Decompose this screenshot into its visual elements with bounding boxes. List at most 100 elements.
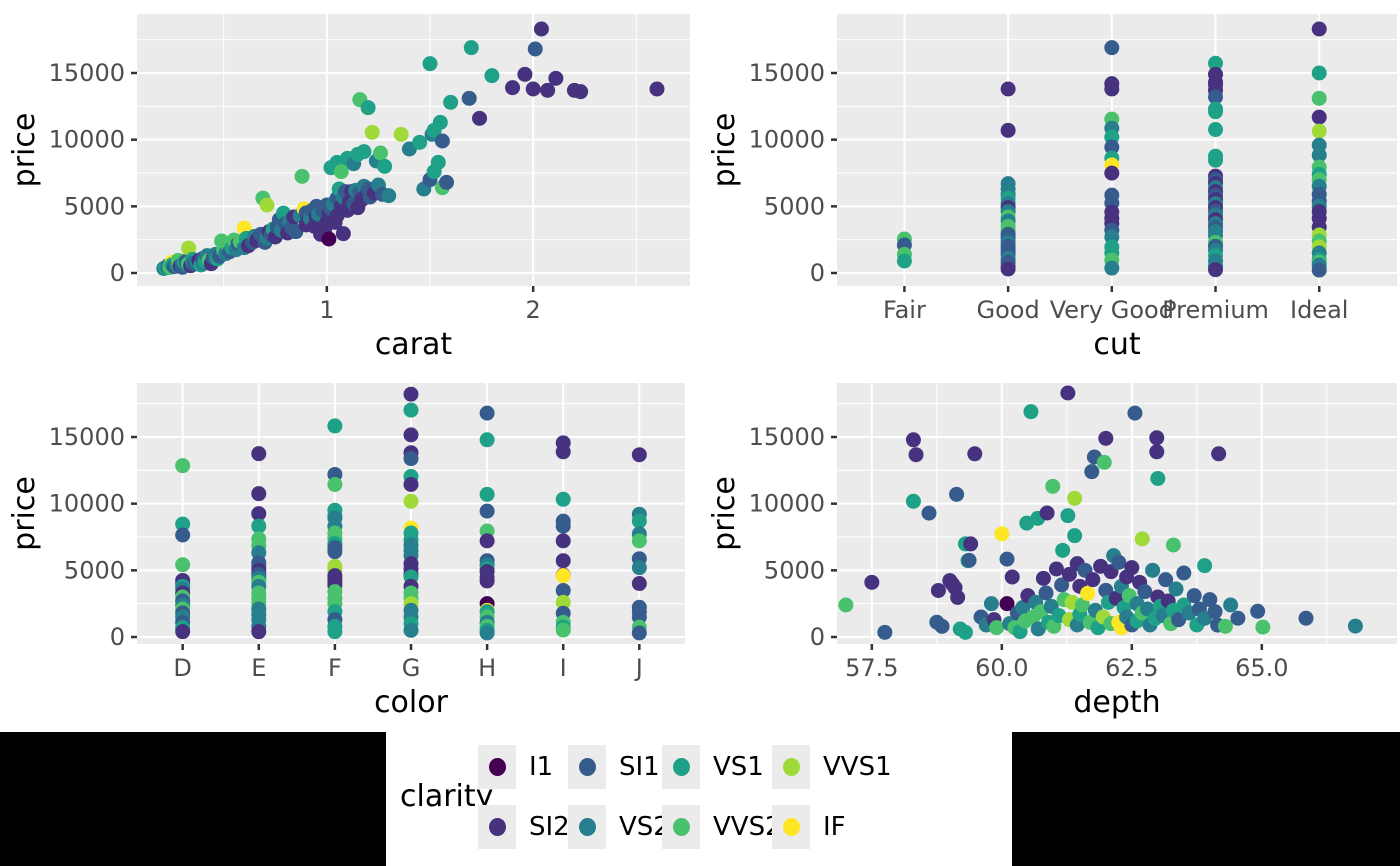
data-point xyxy=(1311,65,1327,81)
x-tick-label: G xyxy=(402,654,421,682)
data-point xyxy=(393,126,409,142)
legend-label-si1: SI1 xyxy=(619,752,660,782)
data-point xyxy=(175,458,191,474)
data-point xyxy=(403,476,419,492)
y-tick-label: 0 xyxy=(110,259,125,287)
data-point xyxy=(949,486,965,502)
data-point xyxy=(1298,610,1314,626)
data-point xyxy=(175,624,191,640)
data-point xyxy=(1098,582,1114,598)
legend-label-vs2: VS2 xyxy=(619,812,670,842)
data-point xyxy=(631,625,647,641)
y-tick-label: 10000 xyxy=(49,126,125,154)
data-point xyxy=(555,444,571,460)
x-tick-label: Good xyxy=(977,296,1040,324)
y-tick-label: 10000 xyxy=(49,490,125,518)
x-axis-title: color xyxy=(374,685,449,720)
legend-dot-if xyxy=(782,818,800,836)
data-point xyxy=(1035,570,1051,586)
data-point xyxy=(533,21,549,37)
y-tick-label: 0 xyxy=(110,623,125,651)
legend-label-vvs1: VVS1 xyxy=(823,752,892,782)
data-point xyxy=(1104,40,1120,56)
data-point xyxy=(555,568,571,584)
legend-key-box xyxy=(772,745,810,789)
legend-key-if: IF xyxy=(772,805,846,849)
data-point xyxy=(412,134,428,150)
x-tick-label: 2 xyxy=(526,296,541,324)
legend-key-box xyxy=(478,805,516,849)
data-point xyxy=(1145,562,1161,578)
x-tick-label: 1 xyxy=(319,296,334,324)
data-point xyxy=(1208,262,1224,278)
data-point xyxy=(1104,81,1120,97)
data-point xyxy=(463,40,479,56)
legend-dot-vvs1 xyxy=(782,758,800,776)
data-point xyxy=(1311,147,1327,163)
data-point xyxy=(175,527,191,543)
y-tick-label: 10000 xyxy=(749,126,825,154)
data-point xyxy=(934,618,950,634)
data-point xyxy=(403,402,419,418)
data-point xyxy=(430,154,446,170)
data-point xyxy=(422,56,438,72)
x-tick-label: 62.5 xyxy=(1105,654,1158,682)
data-point xyxy=(327,418,343,434)
y-tick-label: 0 xyxy=(810,259,825,287)
data-point xyxy=(1208,152,1224,168)
legend-dot-vs2 xyxy=(578,818,596,836)
data-point xyxy=(377,158,393,174)
data-point xyxy=(1067,490,1083,506)
data-point xyxy=(403,427,419,443)
data-point xyxy=(548,70,564,86)
data-point xyxy=(573,84,589,100)
data-point xyxy=(479,573,495,589)
data-point xyxy=(921,505,937,521)
data-point xyxy=(259,197,275,213)
data-point xyxy=(1054,577,1070,593)
data-point xyxy=(1311,109,1327,125)
data-point xyxy=(864,574,880,590)
data-point xyxy=(1134,531,1150,547)
data-point xyxy=(1039,505,1055,521)
data-point xyxy=(1255,619,1271,635)
data-point xyxy=(950,589,966,605)
data-point xyxy=(403,451,419,467)
x-tick-label: H xyxy=(478,654,496,682)
data-point xyxy=(555,553,571,569)
x-axis-title: depth xyxy=(1073,685,1160,720)
legend-key-box xyxy=(478,745,516,789)
x-tick-label: E xyxy=(251,654,266,682)
data-point xyxy=(1000,122,1016,138)
data-point xyxy=(1060,508,1076,524)
data-point xyxy=(443,94,459,110)
data-point xyxy=(364,124,380,140)
data-point xyxy=(321,231,337,247)
data-point xyxy=(1067,528,1083,544)
data-point xyxy=(327,544,343,560)
data-point xyxy=(1038,585,1054,601)
x-tick-label: F xyxy=(328,654,342,682)
data-point xyxy=(649,81,665,97)
legend-label-vvs2: VVS2 xyxy=(713,812,782,842)
data-point xyxy=(555,622,571,638)
y-tick-label: 5000 xyxy=(764,556,825,584)
data-point xyxy=(631,560,647,576)
data-point xyxy=(1074,597,1090,613)
data-point xyxy=(1158,572,1174,588)
legend-key-vvs1: VVS1 xyxy=(772,745,892,789)
data-point xyxy=(327,624,343,640)
legend-key-i1: I1 xyxy=(478,745,553,789)
legend-label-i1: I1 xyxy=(529,752,554,782)
data-point xyxy=(1060,385,1076,401)
data-point xyxy=(983,596,999,612)
data-point xyxy=(838,597,854,613)
data-point xyxy=(1045,478,1061,494)
panel-depth: 0 5000 10000 15000 57.5 60.0 62.5 65.0 depth pric… xyxy=(700,363,1400,732)
data-point xyxy=(896,253,912,269)
clarity-legend: clarity I1 SI2 SI1 VS2 VS1 VVS2 VVS1 IF xyxy=(386,732,1012,866)
x-axis-title: carat xyxy=(375,327,453,362)
data-point xyxy=(294,168,310,184)
data-point xyxy=(1048,561,1064,577)
